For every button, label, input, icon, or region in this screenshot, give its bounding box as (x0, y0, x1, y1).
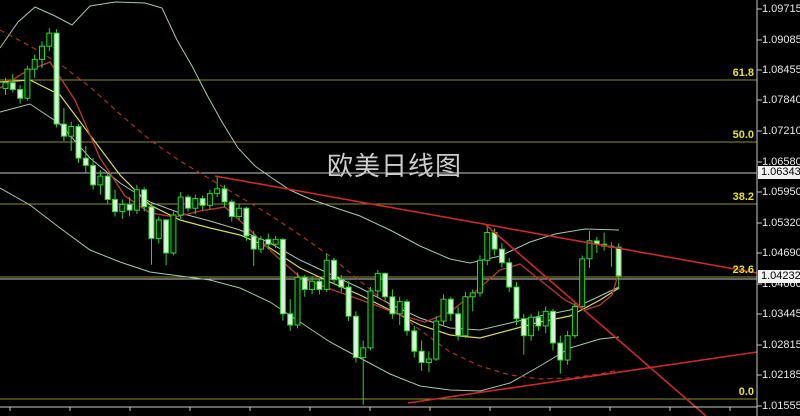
price-tick-label: 1.03445 (762, 308, 800, 320)
candles (2, 28, 622, 405)
highlighted-price-box: 1.06343 (758, 166, 800, 179)
fibonacci-level-label: 23.6 (732, 264, 754, 276)
price-tick-label: 1.07840 (762, 94, 800, 106)
highlighted-price-box: 1.04232 (758, 270, 800, 283)
price-tick-label: 1.02815 (762, 339, 800, 351)
price-tick-label: 1.09715 (762, 3, 800, 15)
price-tick-label: 1.01555 (762, 400, 800, 412)
fibonacci-level-label: 50.0 (732, 129, 754, 141)
horizontal-level-lines (0, 172, 757, 280)
fibonacci-level-label: 38.2 (732, 191, 754, 203)
fibonacci-lines (0, 79, 757, 400)
price-tick-label: 1.09085 (762, 34, 800, 46)
fibonacci-level-label: 0.0 (738, 386, 754, 398)
fibonacci-level-label: 61.8 (732, 67, 754, 79)
price-tick-label: 1.05950 (762, 186, 800, 198)
price-tick-label: 1.05320 (762, 217, 800, 229)
price-tick-label: 1.04690 (762, 247, 800, 259)
price-tick-label: 1.08455 (762, 64, 800, 76)
chart-title: 欧美日线图 (327, 152, 463, 181)
trendlines (214, 175, 758, 416)
price-tick-label: 1.02185 (762, 369, 800, 381)
axes (0, 0, 762, 416)
price-tick-label: 1.07210 (762, 125, 800, 137)
price-tick-label: 1.06580 (762, 156, 800, 168)
